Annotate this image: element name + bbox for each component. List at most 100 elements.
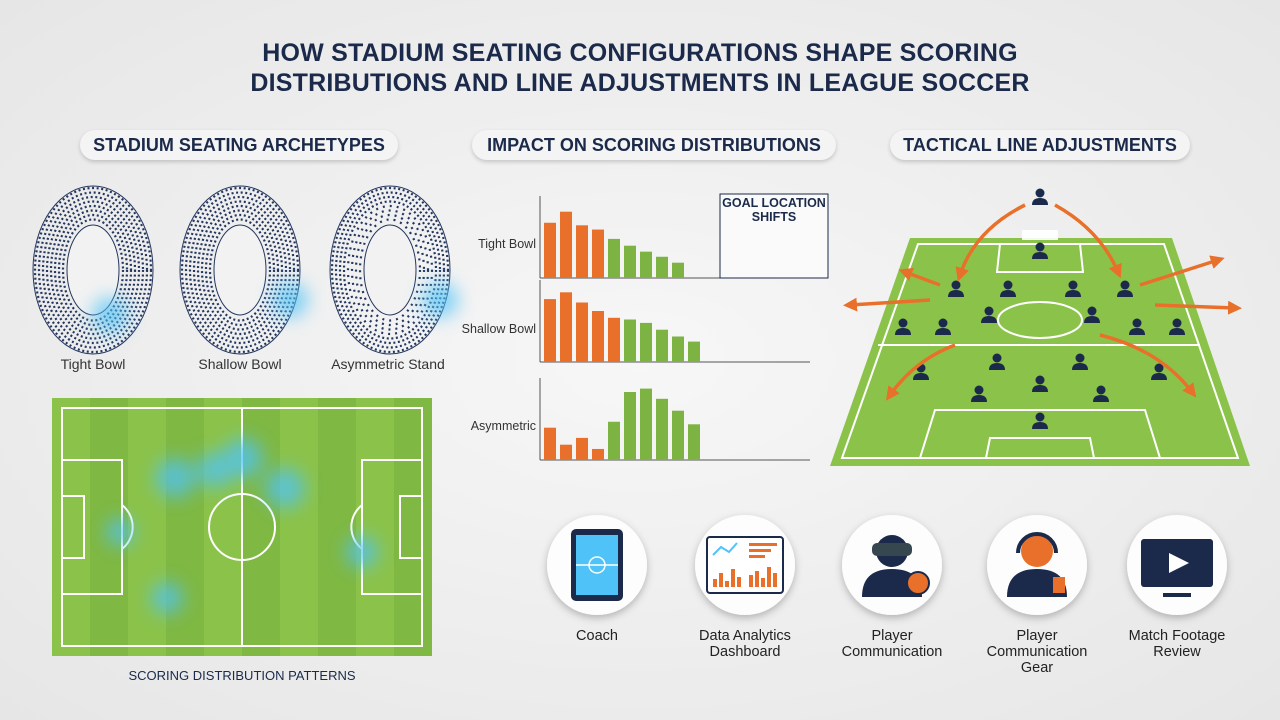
caption: SCORING DISTRIBUTION PATTERNS: [128, 668, 356, 683]
heatmap-pitch: [52, 398, 432, 656]
seat-ring: [338, 195, 442, 345]
inset-title: GOAL LOCATION SHIFTS: [722, 196, 826, 224]
heat-glow: [422, 282, 458, 318]
tactics-pitch: [830, 188, 1250, 466]
player-head: [1087, 306, 1097, 316]
seat-ring: [354, 213, 426, 327]
bar: [608, 317, 620, 362]
chart-label: Tight Bowl: [478, 237, 536, 251]
dashboard-bar: [749, 543, 777, 546]
seat-ring: [192, 200, 288, 340]
seat-ring: [196, 204, 284, 336]
bar: [544, 299, 556, 362]
seat-ring: [61, 218, 125, 322]
bar: [576, 225, 588, 278]
bar: [624, 245, 636, 278]
card: [1053, 577, 1065, 593]
player-head: [898, 318, 908, 328]
inset-box: [719, 193, 829, 279]
bar: [560, 444, 572, 460]
seat-ring: [358, 218, 422, 322]
tool-label: Player Communication: [841, 628, 943, 660]
title: HOW STADIUM SEATING CONFIGURATIONS SHAPE…: [190, 38, 1090, 98]
seat-ring: [184, 191, 296, 349]
stadium-outline: [329, 185, 451, 355]
bar: [640, 388, 652, 460]
seat-ring: [350, 209, 430, 331]
bar: [544, 427, 556, 460]
chart-label: Shallow Bowl: [461, 322, 536, 336]
seat-ring: [334, 191, 446, 349]
player-body: [1032, 252, 1048, 259]
section-heading: STADIUM SEATING ARCHETYPES: [80, 130, 398, 160]
bar: [624, 392, 636, 460]
bar: [592, 448, 604, 460]
bar: [592, 229, 604, 278]
player-head: [1120, 280, 1130, 290]
player-body: [1065, 290, 1081, 297]
dashboard-col: [749, 575, 753, 587]
tool-label: Coach: [576, 628, 618, 644]
stadium-field: [363, 224, 417, 316]
bar: [640, 251, 652, 278]
player-head: [1035, 188, 1045, 198]
dashboard-col: [755, 571, 759, 587]
tool-label: Match Footage Review: [1128, 628, 1226, 660]
player-body: [935, 328, 951, 335]
stand: [1163, 593, 1191, 597]
seat-ring: [342, 200, 438, 340]
player-head: [1154, 363, 1164, 373]
bar: [688, 424, 700, 460]
seat-ring: [346, 204, 434, 336]
player-head: [1068, 280, 1078, 290]
bar: [672, 410, 684, 460]
player-head: [1096, 385, 1106, 395]
tools: [547, 515, 1227, 615]
player-body: [989, 363, 1005, 370]
player-head: [1075, 353, 1085, 363]
player-head: [974, 385, 984, 395]
dashboard-col: [737, 577, 741, 587]
seat-ring: [33, 186, 153, 354]
play: [1169, 553, 1189, 573]
bar: [608, 238, 620, 278]
seat-ring: [200, 209, 280, 331]
player-head: [1035, 375, 1045, 385]
player-body: [1117, 290, 1133, 297]
dashboard-col: [773, 573, 777, 587]
bar: [672, 336, 684, 362]
body: [862, 569, 922, 597]
player-body: [1032, 385, 1048, 392]
section-heading: IMPACT ON SCORING DISTRIBUTIONS: [472, 130, 836, 160]
player-head: [984, 306, 994, 316]
player-body: [1000, 290, 1016, 297]
stadium-outline: [32, 185, 154, 355]
player-head: [1035, 412, 1045, 422]
stadium-label: Tight Bowl: [60, 356, 126, 372]
bar: [656, 256, 668, 278]
player-body: [948, 290, 964, 297]
bar: [656, 398, 668, 460]
seat-ring: [53, 209, 133, 331]
dashboard-bar: [749, 555, 765, 558]
bar-charts: [539, 196, 823, 461]
player-body: [913, 373, 929, 380]
section-heading: TACTICAL LINE ADJUSTMENTS: [890, 130, 1190, 160]
bar: [624, 319, 636, 362]
player-head: [938, 318, 948, 328]
player-head: [951, 280, 961, 290]
seat-ring: [208, 218, 272, 322]
player-head: [992, 353, 1002, 363]
bar: [592, 311, 604, 362]
head: [1021, 535, 1053, 567]
stadium-label: Shallow Bowl: [198, 356, 282, 372]
dashboard-col: [767, 567, 771, 587]
dashboard-col: [713, 579, 717, 587]
player-head: [1132, 318, 1142, 328]
headset: [1016, 532, 1058, 554]
seat-ring: [204, 213, 276, 327]
bar: [560, 292, 572, 362]
player-body: [1084, 316, 1100, 323]
